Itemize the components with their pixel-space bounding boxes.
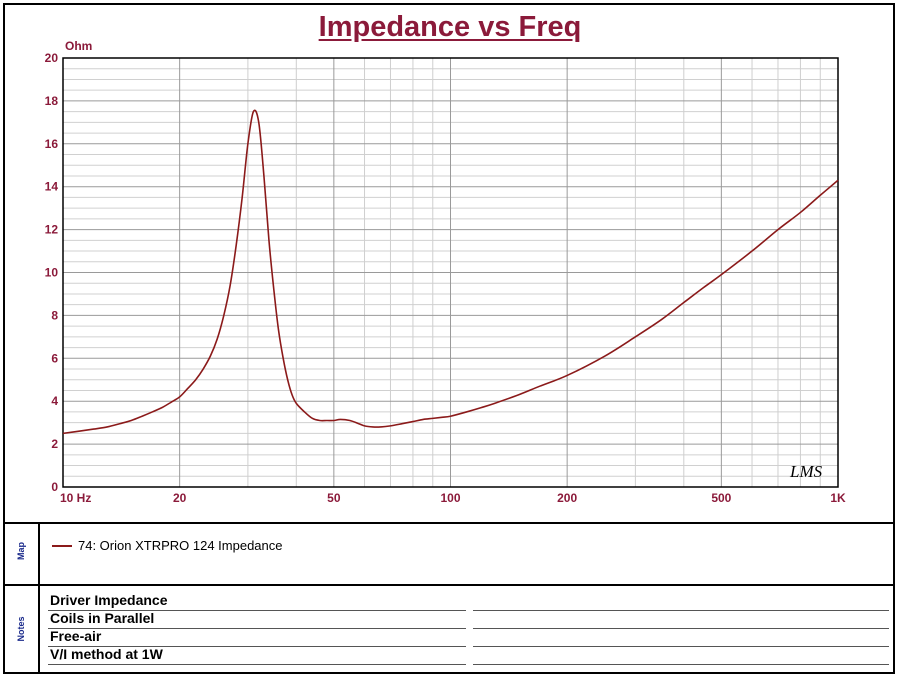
y-tick-label: 20 [45,51,59,65]
note-text-4: V/I method at 1W [50,646,163,662]
note-row-1: Driver Impedance [48,592,466,611]
map-label: Map [16,542,26,560]
panel-divider-vertical [38,522,40,674]
panel-divider-middle [3,584,895,586]
x-tick-label: 10 Hz [60,491,91,505]
y-tick-label: 0 [51,480,58,494]
x-tick-label: 1K [830,491,846,505]
x-axis-ticks: 10 Hz 20 50 100 200 500 1K [60,491,846,505]
y-tick-label: 12 [45,223,59,237]
plot-border [62,57,839,488]
x-tick-label: 200 [557,491,577,505]
note-blank-3 [473,628,889,647]
y-tick-label: 6 [51,351,58,365]
y-tick-label: 4 [51,394,58,408]
x-tick-label: 500 [711,491,731,505]
note-blank-1 [473,592,889,611]
note-row-4: V/I method at 1W [48,646,466,665]
note-row-3: Free-air [48,628,466,647]
lms-watermark: LMS [789,462,823,481]
panel-divider-top [3,522,895,524]
note-row-2: Coils in Parallel [48,610,466,629]
chart-title: Impedance vs Freq [318,11,582,43]
legend-swatch [52,544,72,547]
y-tick-label: 16 [45,137,59,151]
note-text-2: Coils in Parallel [50,610,155,626]
x-tick-label: 50 [327,491,341,505]
y-axis-unit-label: Ohm [65,39,92,53]
x-tick-label: 20 [173,491,187,505]
grid-major [62,57,838,488]
chart-frame [3,3,895,674]
note-text-1: Driver Impedance [50,592,168,608]
y-tick-label: 2 [51,437,58,451]
y-tick-label: 10 [45,266,59,280]
x-tick-label: 100 [440,491,460,505]
note-text-3: Free-air [50,628,102,644]
y-tick-label: 18 [45,94,59,108]
note-blank-2 [473,610,889,629]
y-tick-label: 14 [45,180,59,194]
legend-entry: 74: Orion XTRPRO 124 Impedance [52,538,283,553]
y-tick-label: 8 [51,308,58,322]
legend-text: 74: Orion XTRPRO 124 Impedance [78,538,283,553]
notes-label: Notes [16,616,26,642]
impedance-curve [62,109,839,435]
note-blank-4 [473,646,889,665]
y-axis-ticks: 0 2 4 6 8 10 12 14 16 18 20 [45,51,59,494]
